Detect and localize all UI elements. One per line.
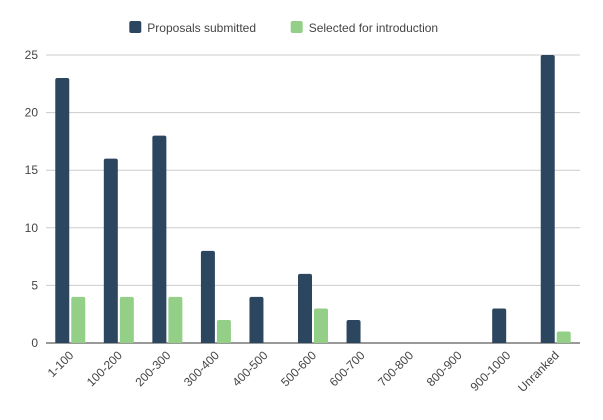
bar-selected-for-introduction — [216, 319, 231, 343]
y-tick-label: 5 — [31, 278, 38, 292]
x-tick-label: 800-900 — [424, 348, 465, 389]
bar-proposals-submitted — [298, 273, 312, 343]
x-tick-label: Unranked — [515, 348, 562, 395]
x-tick-label: 500-600 — [278, 348, 319, 389]
y-tick-label: 0 — [31, 336, 38, 350]
legend-swatch — [290, 21, 303, 33]
y-tick-label: 20 — [25, 106, 39, 120]
x-axis-ticks: 1-100 100-200 200-300 300-400 400-500 500-600… — [45, 348, 562, 395]
legend-label: Selected for introduction — [309, 21, 438, 35]
x-tick-label: 1-100 — [45, 348, 77, 380]
bar-selected-for-introduction — [556, 331, 571, 343]
bar-selected-for-introduction — [71, 296, 86, 343]
x-tick-label: 200-300 — [132, 348, 173, 389]
bar-selected-for-introduction — [168, 296, 183, 343]
x-tick-label: 400-500 — [230, 348, 271, 389]
x-tick-label: 700-800 — [375, 348, 416, 389]
bar-proposals-submitted — [492, 308, 507, 343]
x-tick-label: 300-400 — [181, 348, 222, 389]
legend-item: Proposals submitted — [129, 21, 256, 35]
x-tick-label: 600-700 — [327, 348, 368, 389]
y-axis-ticks: 0 5 10 15 20 25 — [25, 48, 39, 350]
legend-label: Proposals submitted — [147, 21, 256, 35]
bar-proposals-submitted — [346, 319, 361, 343]
bar-proposals-submitted — [152, 135, 167, 343]
bar-proposals-submitted — [103, 158, 118, 343]
y-tick-label: 15 — [25, 163, 39, 177]
bar-proposals-submitted — [249, 296, 264, 343]
legend-swatch — [129, 21, 142, 33]
bars-group — [55, 55, 571, 343]
legend-item: Selected for introduction — [290, 21, 438, 35]
bar-proposals-submitted — [200, 250, 215, 343]
bar-proposals-submitted — [540, 55, 555, 343]
y-tick-label: 25 — [25, 48, 39, 62]
bar-selected-for-introduction — [119, 296, 134, 343]
chart-legend: Proposals submitted Selected for introduc… — [129, 21, 438, 35]
x-tick-label: 100-200 — [84, 348, 125, 389]
x-tick-label: 900-1000 — [468, 348, 514, 394]
bar-selected-for-introduction — [314, 308, 328, 343]
y-tick-label: 10 — [25, 221, 39, 235]
grid-lines — [46, 54, 580, 344]
bar-proposals-submitted — [55, 78, 70, 343]
